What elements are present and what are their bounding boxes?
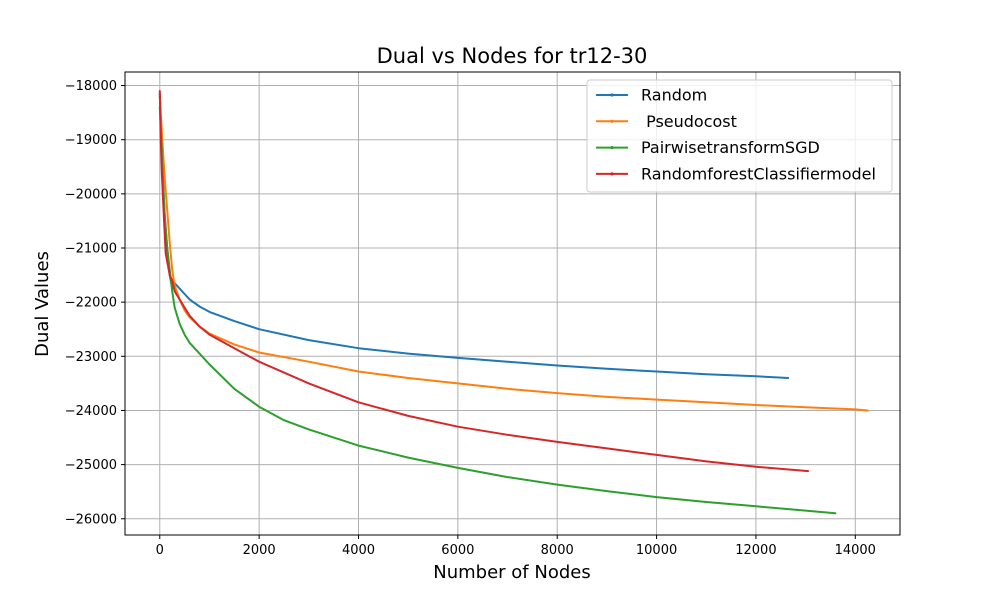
plot-frame	[124, 71, 901, 536]
legend-label-1: Pseudocost	[641, 112, 737, 131]
series-line-1	[158, 95, 869, 412]
x-tick-label: 8000	[541, 543, 574, 558]
y-tick-label: −21000	[65, 241, 117, 256]
tick-layer: 0 2000 4000 6000 8000 10000 12000 14000 −18000 −1…	[65, 79, 876, 558]
y-axis-title: Dual Values	[32, 251, 53, 357]
x-tick-label: 14000	[835, 543, 876, 558]
series-layer	[158, 90, 869, 515]
series-line-3	[158, 90, 810, 473]
x-tick-label: 2000	[243, 543, 276, 558]
series-line-2	[158, 106, 837, 515]
y-tick-label: −19000	[65, 133, 117, 148]
y-tick-label: −24000	[65, 404, 117, 419]
y-tick-label: −18000	[65, 79, 117, 94]
legend-marker-0	[610, 93, 614, 97]
x-tick-label: 10000	[636, 543, 677, 558]
chart-title: Dual vs Nodes for tr12-30	[377, 44, 648, 68]
y-tick-label: −20000	[65, 187, 117, 202]
legend-marker-1	[610, 119, 614, 123]
legend: Random Pseudocost PairwisetransformSGD Ran…	[586, 79, 893, 193]
legend-box	[586, 79, 893, 193]
y-tick-label: −22000	[65, 296, 117, 311]
legend-marker-2	[610, 146, 614, 150]
y-tick-label: −23000	[65, 350, 117, 365]
y-tick-label: −26000	[65, 512, 117, 527]
legend-label-2: PairwisetransformSGD	[641, 138, 820, 157]
legend-marker-3	[610, 172, 614, 176]
y-tick-label: −25000	[65, 458, 117, 473]
x-tick-label: 6000	[441, 543, 474, 558]
x-axis-title: Number of Nodes	[433, 562, 590, 583]
x-tick-label: 12000	[735, 543, 776, 558]
legend-label-3: RandomforestClassifiermodel	[641, 164, 876, 183]
x-tick-label: 0	[156, 543, 164, 558]
legend-label-0: Random	[641, 86, 707, 105]
x-tick-label: 4000	[342, 543, 375, 558]
